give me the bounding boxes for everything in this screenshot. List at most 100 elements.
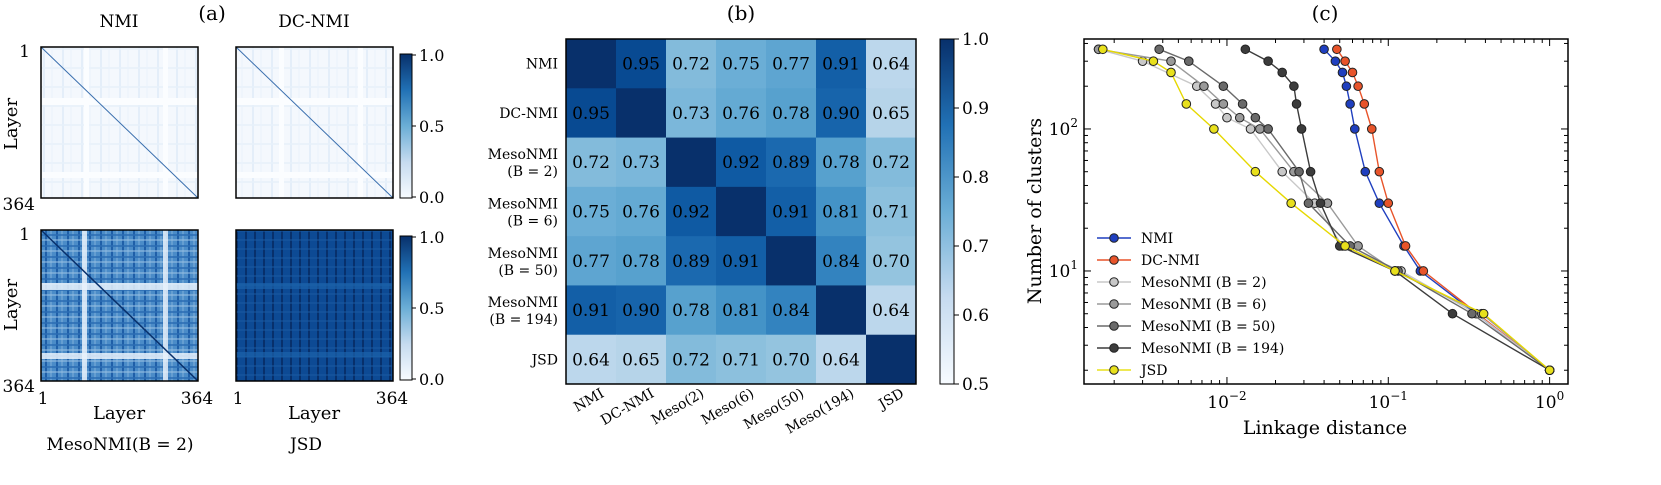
matrix-cell-value: 0.76 [622,203,660,223]
matrix-cell-value: 0.91 [772,203,810,223]
matrix-cell-value: 0.64 [572,350,610,370]
matrix-cell [816,137,867,188]
matrix-cell [666,285,717,336]
matrix-cell [566,285,617,336]
matrix-row-label: NMI [526,57,558,73]
matrix-cell-value: 0.78 [622,252,660,272]
series-point-nmi [1374,198,1385,209]
matrix-cell-value: 0.95 [572,104,610,124]
heatmap-caption-jsd: JSD [288,435,322,455]
series-point-meso6 [1199,81,1209,92]
matrix-row-label: MesoNMI [488,197,558,213]
series-point-jsd [1478,308,1489,319]
colorbar-a-bottom: 1.0 0.5 0.0 [399,228,444,389]
series-line-meso2 [1098,48,1551,371]
y-tick-label: 101 [1049,258,1078,282]
matrix-cell-value: 0.90 [622,301,660,321]
series-point-meso194 [1277,67,1287,78]
matrix-row-label: JSD [530,352,558,368]
matrix-row-label-param: (B = 2) [507,164,558,180]
series-point-meso2 [1222,112,1232,123]
series-point-meso2 [1245,124,1256,134]
matrix-row-label: MesoNMI [488,147,558,163]
series-point-jsd [1148,56,1159,67]
heatmap-title-nmi: NMI [100,12,139,32]
series-point-meso50 [1467,308,1477,319]
legend-swatch-marker [1109,233,1119,243]
heatmap-meso2 [40,229,199,382]
matrix-cell-value: 0.72 [672,350,710,370]
series-point-meso194 [1263,56,1273,67]
series-point-nmi [1349,124,1360,134]
matrix-cell-value: 0.91 [722,252,760,272]
cb-a-bottom-tick-0: 0.0 [419,370,444,389]
linkage-series [1093,44,1555,376]
matrix-cell-value: 0.92 [722,153,760,173]
matrix-cell [716,88,767,139]
series-line-dc-nmi [1336,48,1551,371]
matrix-cell [716,236,767,286]
matrix-cell-value: 0.77 [772,55,810,75]
series-point-nmi [1345,99,1355,109]
series-point-meso194 [1305,166,1316,177]
legend-label: MesoNMI (B = 6) [1141,297,1267,313]
series-point-dc-nmi [1340,56,1350,67]
matrix-cell [666,39,717,89]
colorbar-b-tick-label: 0.7 [962,237,989,257]
matrix-col-label: JSD [874,386,907,414]
matrix-cell [566,236,617,286]
matrix-cell [866,285,917,336]
similarity-matrix: 0.95 0.72 0.75 0.77 0.91 0.64 0.95 0.73 0.76 0.78… [566,39,917,385]
matrix-cell [616,137,667,188]
xlabel-left: Layer [93,403,146,424]
series-point-meso50 [1250,112,1261,123]
tick-bottom-364: 364 [3,377,35,397]
panel-c-label: (c) [1312,1,1339,25]
matrix-cell [666,186,717,237]
matrix-cell [816,334,867,385]
legend-label: MesoNMI (B = 50) [1141,319,1275,335]
colorbar-b-tick-label: 0.6 [962,306,989,326]
xlabel-right: Layer [288,403,341,424]
series-point-meso6 [1218,99,1229,109]
linkage-axis-ticks: 10−2 10−1 100 101 102 [1049,39,1568,413]
matrix-cell-value: 0.89 [772,153,810,173]
matrix-cell-value: 0.91 [822,55,860,75]
matrix-cell [616,285,667,336]
series-point-meso194 [1296,124,1307,134]
series-point-nmi [1319,44,1329,55]
legend-label: JSD [1139,363,1167,379]
matrix-cell [816,236,867,286]
cb-a-bottom-tick-05: 0.5 [419,299,444,318]
heatmap-jsd [235,229,394,382]
matrix-cell [716,39,767,89]
linkage-xlabel: Linkage distance [1243,417,1407,439]
matrix-cell-value: 0.73 [622,153,660,173]
xtick-left-364: 364 [181,389,213,409]
matrix-col-label: DC-NMI [598,386,657,429]
matrix-cell [766,137,817,188]
series-point-nmi [1337,67,1348,78]
matrix-cell-value: 0.72 [872,153,910,173]
matrix-row-label-param: (B = 6) [507,214,558,230]
matrix-cell-value: 0.77 [572,252,610,272]
series-point-dc-nmi [1353,81,1363,92]
series-point-meso50 [1237,99,1248,109]
series-point-meso194 [1447,308,1458,319]
cb-a-top-tick-05: 0.5 [419,117,444,136]
matrix-cell-value: 0.91 [572,301,610,321]
matrix-cell [666,236,717,286]
series-point-meso50 [1218,81,1229,92]
x-tick-label: 10−2 [1207,389,1246,413]
matrix-cell [866,186,917,237]
matrix-cell [816,285,867,336]
linkage-ylabel: Number of clusters [1024,118,1046,304]
colorbar-b: 1.0 0.9 0.8 0.7 0.6 0.5 [939,30,989,395]
colorbar-b-tick-label: 1.0 [962,30,989,50]
matrix-cell-value: 0.90 [822,104,860,124]
series-point-jsd [1286,198,1296,209]
matrix-cell [766,236,817,286]
series-point-jsd [1181,99,1192,109]
matrix-cell [616,88,667,139]
